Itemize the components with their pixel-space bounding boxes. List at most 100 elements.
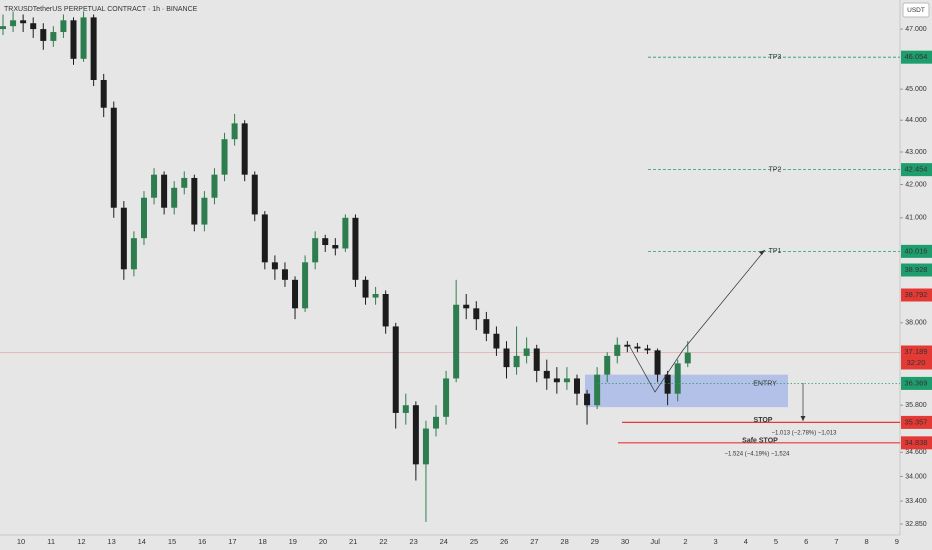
y-tick-label: 44.000 — [905, 117, 927, 124]
candle-body — [563, 378, 570, 383]
candle-body — [362, 279, 369, 298]
chart-title: TRXUSDTetherUS PERPETUAL CONTRACT · 1h ·… — [4, 6, 198, 13]
candle-body — [473, 308, 480, 320]
candle-body — [392, 326, 399, 413]
y-tick-label: 43.000 — [905, 149, 927, 156]
candle-body — [120, 207, 127, 270]
currency-box[interactable] — [902, 2, 930, 18]
candle-body — [584, 393, 591, 406]
candle-body — [10, 20, 17, 27]
candle-body — [453, 304, 460, 379]
candle-body — [463, 304, 470, 309]
x-tick-label: 30 — [621, 537, 629, 546]
candle-body — [0, 26, 6, 30]
candle-body — [412, 405, 419, 465]
price-badge-label: 38.928 — [905, 265, 928, 274]
x-tick-label: 9 — [895, 537, 899, 546]
y-tick-label: 47.000 — [905, 26, 927, 33]
x-tick-label: 19 — [289, 537, 297, 546]
candle-body — [281, 269, 288, 280]
candle-body — [100, 79, 107, 108]
level-label: Safe STOP — [742, 438, 778, 445]
candle-body — [654, 350, 661, 375]
x-tick-label: 17 — [228, 537, 236, 546]
y-tick-label: 34.600 — [905, 449, 927, 456]
candle-body — [372, 294, 379, 298]
candle-body — [634, 346, 641, 349]
y-tick-label: 42.000 — [905, 181, 927, 188]
currency-label[interactable]: USDT — [907, 7, 925, 14]
candle-body — [110, 107, 117, 208]
x-tick-label: 20 — [319, 537, 327, 546]
price-badge — [901, 345, 932, 370]
candle-body — [523, 348, 530, 356]
projection-path — [629, 249, 766, 393]
price-badge — [901, 263, 932, 277]
y-tick-label: 32.850 — [905, 521, 927, 528]
risk-label: −1.013 (−2.78%) −1,013 — [772, 431, 838, 437]
candle-body — [433, 416, 440, 429]
candle-body — [503, 348, 510, 368]
candle-body — [271, 262, 278, 270]
candle-body — [614, 344, 621, 356]
x-tick-label: 28 — [560, 537, 568, 546]
price-badge — [901, 244, 932, 258]
candle-body — [493, 333, 500, 349]
candle-body — [342, 217, 349, 249]
candle-body — [60, 20, 67, 33]
price-badge-label: 46.054 — [905, 52, 928, 61]
candle-body — [573, 378, 580, 394]
risk-label: −1.524 (−4.19%) −1,524 — [725, 452, 791, 458]
x-tick-label: 6 — [804, 537, 808, 546]
candle-body — [483, 319, 490, 334]
candle-body — [130, 238, 137, 270]
x-tick-label: 26 — [500, 537, 508, 546]
candle-body — [292, 279, 299, 309]
candle-body — [20, 20, 27, 24]
level-label: TP3 — [769, 54, 782, 61]
entry-zone — [585, 374, 788, 408]
level-label: TP1 — [769, 248, 782, 255]
x-tick-label: 27 — [530, 537, 538, 546]
candle-body — [513, 355, 520, 368]
price-badge — [901, 163, 932, 177]
y-tick-label: 35.800 — [905, 402, 927, 409]
x-tick-label: 3 — [714, 537, 718, 546]
candle-body — [251, 174, 258, 215]
level-label: TP2 — [769, 166, 782, 173]
x-tick-label: 11 — [47, 537, 55, 546]
x-tick-label: 5 — [774, 537, 778, 546]
x-tick-label: 4 — [744, 537, 748, 546]
x-tick-label: 29 — [591, 537, 599, 546]
y-tick-label: 33.400 — [905, 498, 927, 505]
candle-body — [674, 363, 681, 394]
arrow-head — [800, 416, 806, 421]
candle-body — [332, 245, 339, 249]
x-tick-label: 21 — [349, 537, 357, 546]
candle-body — [382, 294, 389, 327]
x-tick-label: 18 — [258, 537, 266, 546]
level-label: ENTRY — [753, 380, 777, 387]
candle-body — [30, 23, 37, 30]
candle-body — [90, 17, 97, 80]
candle-body — [151, 174, 158, 198]
x-tick-label: 15 — [168, 537, 176, 546]
price-badge — [901, 50, 932, 64]
x-tick-label: 25 — [470, 537, 478, 546]
x-tick-label: 23 — [409, 537, 417, 546]
candle-body — [543, 370, 550, 379]
candle-body — [241, 123, 248, 175]
candle-body — [221, 139, 228, 175]
price-badge-label: 34.838 — [905, 438, 928, 447]
candle-body — [211, 174, 218, 198]
candle-body — [553, 378, 560, 383]
y-tick-label: 41.000 — [905, 215, 927, 222]
candle-body — [312, 238, 319, 263]
candle-body — [302, 262, 309, 309]
candle-body — [422, 428, 429, 465]
y-tick-label: 45.000 — [905, 86, 927, 93]
candle-body — [604, 355, 611, 375]
candle-body — [533, 348, 540, 371]
candle-body — [70, 20, 77, 59]
